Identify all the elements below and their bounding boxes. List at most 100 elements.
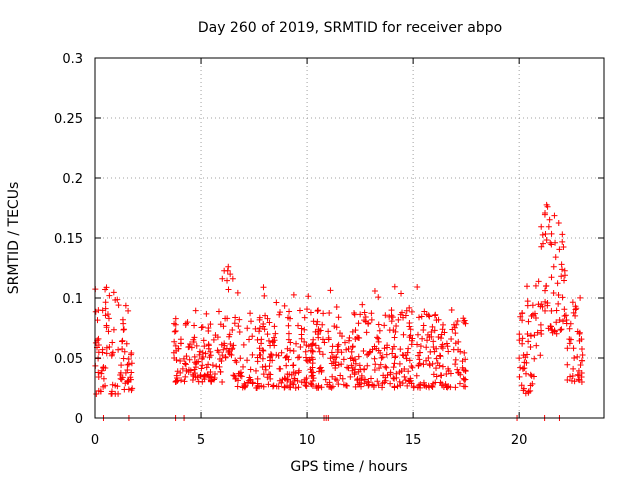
data-point <box>343 346 350 353</box>
data-point <box>249 351 256 358</box>
data-point <box>258 336 265 343</box>
data-point <box>575 376 582 383</box>
data-point <box>438 335 444 342</box>
data-point <box>403 355 410 362</box>
data-point <box>95 369 102 376</box>
data-point <box>538 301 545 308</box>
data-point <box>391 343 398 350</box>
data-point <box>106 292 113 299</box>
data-point <box>199 349 206 356</box>
data-point <box>397 346 404 353</box>
data-point <box>430 338 437 345</box>
data-point <box>357 311 364 318</box>
data-point <box>578 346 585 353</box>
data-point <box>391 360 398 367</box>
data-point <box>179 365 186 372</box>
data-point <box>253 384 260 391</box>
data-point <box>402 312 409 319</box>
data-point <box>346 334 353 341</box>
data-point <box>429 323 436 330</box>
data-point <box>525 318 532 325</box>
data-point <box>462 367 469 374</box>
data-point <box>575 367 582 374</box>
data-point <box>533 342 540 349</box>
axis-ticks: 0 0.05 0.1 0.15 0.2 0.25 0.3 0 5 10 15 20 <box>54 52 604 448</box>
data-point <box>201 343 208 350</box>
data-point <box>559 318 566 325</box>
data-point <box>389 314 396 321</box>
data-point <box>285 322 292 329</box>
y-tick-label: 0.3 <box>62 52 83 67</box>
data-point <box>211 376 218 383</box>
data-point <box>184 319 191 326</box>
data-point <box>192 307 199 314</box>
data-point <box>398 290 405 297</box>
data-point <box>452 356 459 363</box>
data-point <box>105 328 112 335</box>
data-point <box>401 373 408 380</box>
data-point <box>222 315 229 322</box>
data-point <box>188 344 195 351</box>
data-point <box>118 376 125 383</box>
data-point <box>379 384 386 391</box>
data-point <box>528 372 535 379</box>
data-point <box>558 326 565 333</box>
data-point <box>100 383 107 390</box>
data-point <box>256 345 263 352</box>
data-point <box>230 372 237 379</box>
data-point <box>431 327 438 334</box>
data-point <box>405 368 412 375</box>
data-point <box>516 331 523 338</box>
data-point <box>527 343 534 350</box>
data-points <box>92 201 586 421</box>
data-point <box>372 361 379 368</box>
data-point <box>368 316 375 323</box>
data-point <box>326 310 333 317</box>
data-point <box>555 300 562 307</box>
data-point <box>431 312 438 319</box>
data-point <box>436 352 443 359</box>
data-point <box>287 315 294 322</box>
data-point <box>432 379 439 386</box>
data-point <box>267 342 274 349</box>
data-point <box>207 369 214 376</box>
data-point <box>445 365 452 372</box>
data-point <box>439 341 446 348</box>
data-point <box>94 317 101 324</box>
data-point <box>537 321 544 328</box>
data-point <box>551 212 558 219</box>
data-point <box>178 377 185 384</box>
data-point <box>229 327 236 334</box>
data-point <box>441 329 448 336</box>
data-point <box>191 353 198 360</box>
data-point <box>375 382 382 389</box>
data-point <box>325 328 332 335</box>
data-point <box>236 329 243 336</box>
data-point <box>558 273 565 280</box>
data-point <box>391 375 398 382</box>
data-point <box>420 361 427 368</box>
data-point <box>354 334 361 341</box>
data-point <box>241 380 248 387</box>
data-point <box>396 360 403 367</box>
data-point <box>260 347 267 354</box>
data-point <box>543 237 550 244</box>
data-point <box>270 382 277 389</box>
data-point <box>287 384 294 391</box>
data-point <box>246 336 253 343</box>
data-point <box>455 338 462 345</box>
data-point <box>207 321 214 328</box>
data-point <box>109 339 116 346</box>
data-point <box>550 290 557 297</box>
data-point <box>292 384 299 391</box>
data-point <box>415 362 422 369</box>
data-point <box>443 370 450 377</box>
data-point <box>461 319 468 326</box>
data-point <box>351 310 358 317</box>
data-point <box>316 368 323 375</box>
data-point <box>381 345 388 352</box>
data-point <box>402 352 409 359</box>
data-point <box>462 356 469 363</box>
data-point <box>361 309 368 316</box>
data-point <box>566 340 573 347</box>
